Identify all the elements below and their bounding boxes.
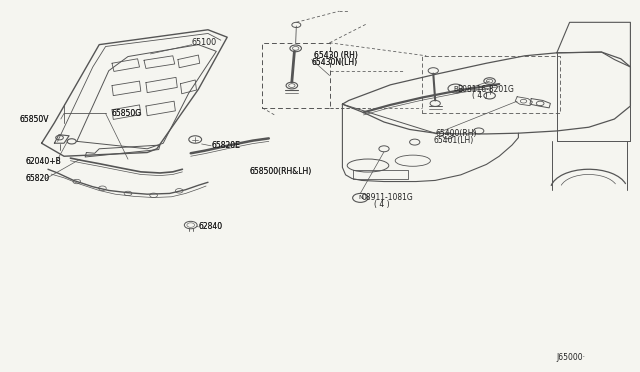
Text: 62840: 62840 (198, 222, 223, 231)
Text: ( 4 ): ( 4 ) (472, 92, 487, 100)
Text: 658500(RH&LH): 658500(RH&LH) (250, 167, 312, 176)
Text: 65820: 65820 (26, 174, 50, 183)
Text: N: N (358, 195, 363, 201)
Text: 62840: 62840 (198, 222, 223, 231)
Text: 65430N(LH): 65430N(LH) (312, 58, 358, 67)
Text: 65401(LH): 65401(LH) (434, 136, 474, 145)
Text: 62040+B: 62040+B (26, 157, 61, 166)
Text: B: B (453, 86, 458, 92)
Text: 65820: 65820 (26, 174, 50, 183)
Text: 65820E: 65820E (211, 141, 240, 150)
Text: 65850V: 65850V (19, 115, 49, 124)
Text: 08911-1081G: 08911-1081G (362, 193, 413, 202)
Text: 65850G: 65850G (112, 109, 142, 118)
Text: 65400(RH): 65400(RH) (435, 129, 477, 138)
Text: 65430N(LH): 65430N(LH) (312, 58, 358, 67)
Text: B08116-8201G: B08116-8201G (458, 85, 515, 94)
Text: 65430 (RH): 65430 (RH) (314, 51, 358, 60)
Text: 65430 (RH): 65430 (RH) (314, 51, 358, 60)
Text: 65820E: 65820E (211, 141, 240, 150)
Text: 62040+B: 62040+B (26, 157, 61, 166)
Text: 65850G: 65850G (112, 109, 142, 118)
Text: ( 4 ): ( 4 ) (374, 200, 390, 209)
Text: 658500(RH&LH): 658500(RH&LH) (250, 167, 312, 176)
Text: 65100: 65100 (192, 38, 217, 47)
Text: J65000·: J65000· (557, 353, 586, 362)
Text: 65850V: 65850V (19, 115, 49, 124)
